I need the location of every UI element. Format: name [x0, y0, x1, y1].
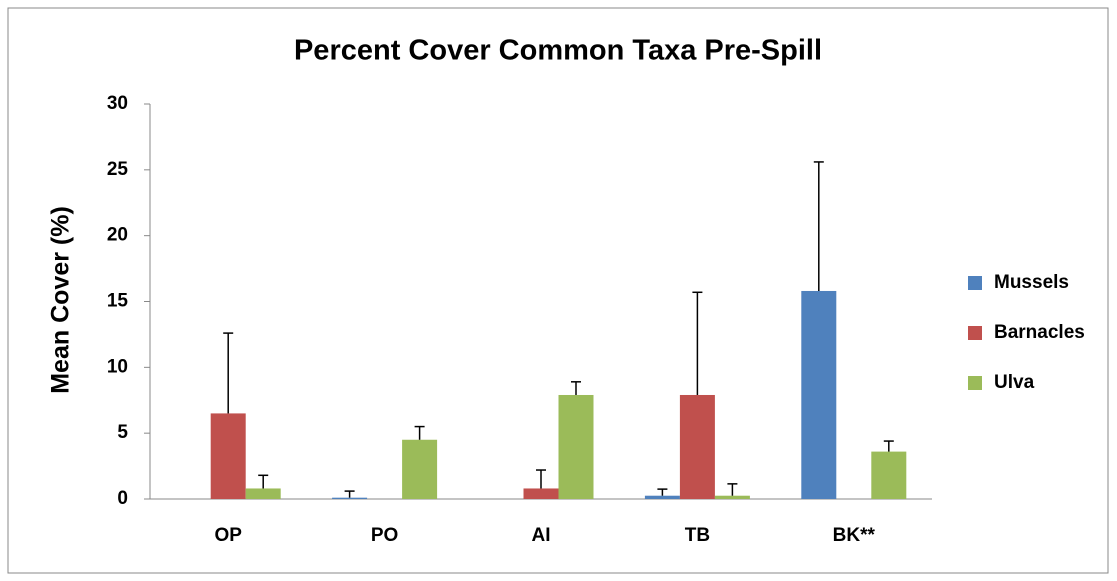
- error-bar: [813, 161, 824, 291]
- y-tick-label: 30: [107, 93, 128, 114]
- x-tick-label: AI: [532, 525, 551, 546]
- bar: [210, 413, 246, 499]
- legend-label: Barnacles: [994, 322, 1085, 343]
- bar: [871, 451, 907, 499]
- bar: [245, 488, 281, 499]
- y-tick-label: 0: [117, 488, 128, 509]
- legend-label: Ulva: [994, 372, 1035, 393]
- y-tick-label: 15: [107, 291, 129, 312]
- bar: [332, 497, 368, 499]
- error-bar: [571, 381, 581, 395]
- y-axis-label: Mean Cover (%): [47, 206, 75, 394]
- bar: [402, 439, 438, 499]
- bar: [644, 495, 680, 499]
- legend-swatch: [968, 326, 982, 340]
- legend-swatch: [968, 276, 982, 290]
- y-tick-label: 10: [107, 356, 128, 377]
- error-bar: [344, 490, 355, 498]
- chart-border: [7, 7, 1109, 574]
- bar: [801, 290, 837, 499]
- bar: [679, 394, 715, 499]
- x-tick-label: OP: [214, 525, 242, 546]
- error-bar: [258, 474, 269, 489]
- legend-swatch: [968, 376, 982, 390]
- error-bar: [727, 483, 738, 496]
- y-tick-label: 25: [107, 159, 129, 180]
- bar: [523, 488, 559, 499]
- error-bar: [414, 425, 425, 440]
- error-bar: [536, 469, 546, 489]
- x-tick-label: BK**: [833, 525, 876, 546]
- chart-title: Percent Cover Common Taxa Pre-Spill: [294, 35, 822, 67]
- bar: [714, 495, 750, 499]
- error-bar: [223, 332, 234, 414]
- error-bar: [692, 291, 703, 395]
- error-bar: [657, 488, 668, 496]
- bar: [558, 394, 594, 499]
- y-tick-label: 5: [117, 422, 128, 443]
- error-bar: [883, 440, 894, 452]
- x-tick-label: TB: [685, 525, 710, 546]
- x-tick-label: PO: [371, 525, 398, 546]
- y-tick-label: 20: [107, 225, 128, 246]
- legend-label: Mussels: [994, 272, 1069, 293]
